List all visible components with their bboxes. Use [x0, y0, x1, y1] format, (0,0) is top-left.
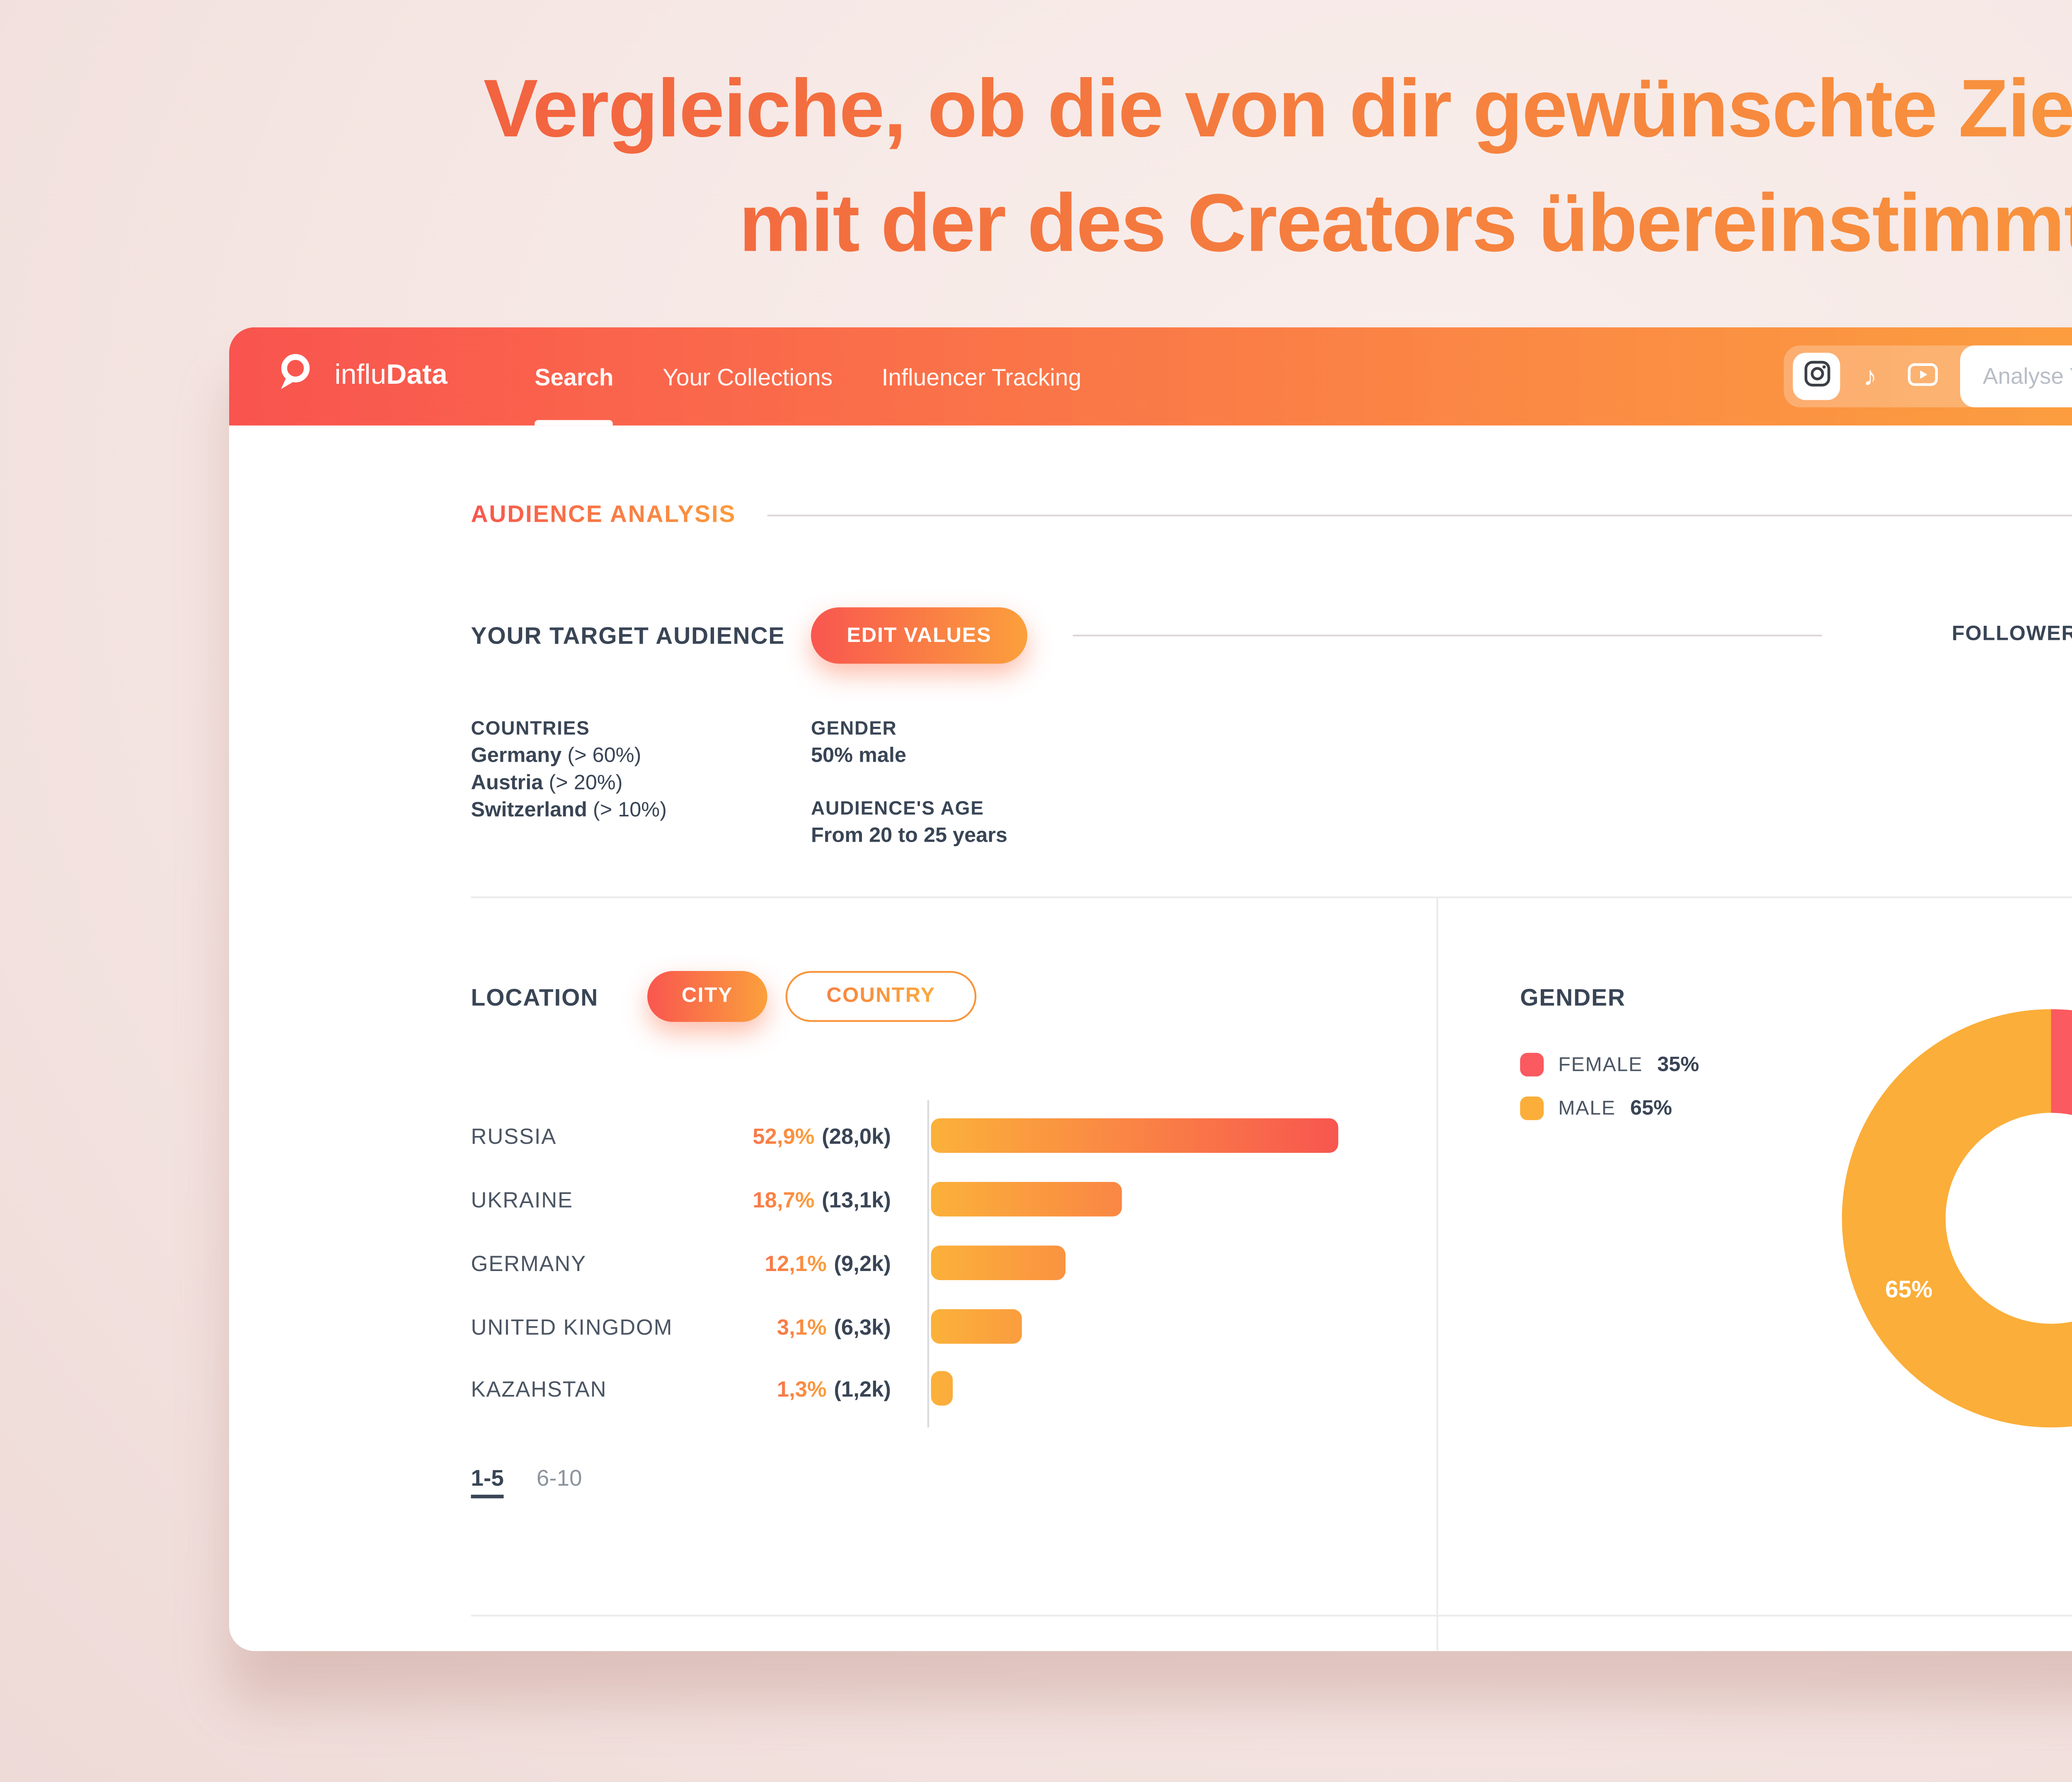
location-row: UKRAINE 18,7% (13,1k) [471, 1182, 1598, 1218]
brand-name: influData [334, 360, 448, 391]
country-criterion: Austria (> 20%) [471, 772, 623, 795]
location-toggle-city[interactable]: CITY [647, 971, 767, 1022]
main-navigation: Search Your Collections Influencer Track… [535, 327, 1082, 426]
gender-legend: FEMALE 35% MALE 65% [1520, 1053, 1699, 1120]
location-bar [931, 1182, 1122, 1217]
location-row-label: GERMANY [471, 1251, 586, 1277]
headline-line-1: Vergleiche, ob die von dir gewünschte Zi… [483, 62, 2072, 155]
location-row-label: UKRAINE [471, 1187, 573, 1213]
location-bar [931, 1245, 1066, 1280]
pagination-6-10[interactable]: 6-10 [536, 1465, 582, 1491]
location-row-value: 3,1% (6,3k) [777, 1315, 891, 1340]
instagram-icon [1804, 360, 1831, 393]
location-row-label: KAZAHSTAN [471, 1376, 607, 1402]
location-toggle-country[interactable]: COUNTRY [785, 971, 977, 1022]
influencer-search-input[interactable] [1979, 362, 2072, 391]
platform-search-bar: ♪ [1784, 345, 2072, 407]
legend-value: 65% [1630, 1097, 1672, 1119]
instagram-platform-button[interactable] [1794, 353, 1841, 400]
donut-label-male: 65% [1885, 1276, 1933, 1303]
location-bar [931, 1371, 953, 1406]
location-row-label: RUSSIA [471, 1123, 557, 1150]
legend-label: MALE [1558, 1097, 1616, 1119]
audience-analysis-divider [767, 514, 2072, 517]
vertical-divider [1436, 896, 1438, 1651]
followers-target-count: 344k Followers [2044, 762, 2072, 789]
location-row-value: 18,7% (13,1k) [753, 1187, 891, 1213]
pagination-1-5[interactable]: 1-5 [471, 1466, 504, 1499]
location-row-label: UNITED KINGDOM [471, 1315, 673, 1340]
page-headline: Vergleiche, ob die von dir gewünschte Zi… [0, 51, 2072, 280]
location-title: LOCATION [471, 983, 599, 1011]
app-navbar: influData Search Your Collections Influe… [229, 327, 2072, 426]
youtube-platform-button[interactable] [1899, 353, 1946, 400]
target-audience-title: YOUR TARGET AUDIENCE [471, 622, 785, 649]
gender-donut: 35% 65% [1842, 1009, 2072, 1428]
location-bar-chart: RUSSIA 52,9% (28,0k) UKRAINE 18,7% (13,1k)… [471, 1100, 1598, 1473]
gender-panel-title: GENDER [1520, 983, 1626, 1011]
influencer-search-field [1961, 345, 2072, 407]
infludata-logo-icon [271, 348, 318, 404]
legend-value: 35% [1657, 1053, 1699, 1076]
followers-target-title: FOLLOWERS WITHIN YOUR TARGET GROUP [1951, 623, 2072, 646]
location-bar [931, 1118, 1339, 1153]
location-row-value: 52,9% (28,0k) [753, 1123, 891, 1150]
country-criterion: Germany (> 60%) [471, 745, 641, 768]
location-row: UNITED KINGDOM 3,1% (6,3k) [471, 1309, 1598, 1346]
brand-logo[interactable]: influData [271, 348, 448, 404]
app-window: influData Search Your Collections Influe… [229, 327, 2072, 1651]
tiktok-icon: ♪ [1863, 361, 1877, 392]
legend-item-female: FEMALE 35% [1520, 1053, 1699, 1077]
nav-item-your-collections[interactable]: Your Collections [662, 363, 833, 390]
gender-label: GENDER [811, 718, 897, 740]
legend-item-male: MALE 65% [1520, 1096, 1699, 1120]
audience-age-value: From 20 to 25 years [811, 826, 1007, 847]
countries-label: COUNTRIES [471, 718, 590, 740]
followers-target-percent: 55% [2044, 695, 2072, 764]
location-row: GERMANY 12,1% (9,2k) [471, 1245, 1598, 1282]
male-swatch-icon [1520, 1096, 1544, 1120]
edit-values-button[interactable]: EDIT VALUES [811, 607, 1028, 664]
country-criterion: Switzerland (> 10%) [471, 800, 667, 822]
legend-label: FEMALE [1558, 1053, 1643, 1076]
headline-line-2: mit der des Creators übereinstimmt. [739, 176, 2072, 269]
location-row: RUSSIA 52,9% (28,0k) [471, 1118, 1598, 1155]
gender-value: 50% male [811, 745, 907, 768]
youtube-icon [1907, 361, 1939, 392]
nav-item-influencer-tracking[interactable]: Influencer Tracking [881, 363, 1082, 390]
location-pagination: 1-5 6-10 [471, 1466, 582, 1499]
audience-analysis-title: AUDIENCE ANALYSIS [471, 500, 736, 528]
female-swatch-icon [1520, 1053, 1544, 1077]
tiktok-platform-button[interactable]: ♪ [1847, 353, 1894, 400]
location-row-value: 12,1% (9,2k) [765, 1251, 891, 1277]
section-divider [471, 896, 2072, 898]
bottom-divider [471, 1615, 2072, 1617]
location-row: KAZAHSTAN 1,3% (1,2k) [471, 1371, 1598, 1407]
target-audience-divider [1072, 634, 1822, 637]
nav-item-search[interactable]: Search [535, 327, 615, 426]
bar-chart-axis [927, 1100, 929, 1428]
donut-hole [1945, 1113, 2072, 1324]
audience-age-label: AUDIENCE'S AGE [811, 798, 984, 820]
location-bar [931, 1309, 1022, 1344]
location-row-value: 1,3% (1,2k) [777, 1376, 891, 1402]
